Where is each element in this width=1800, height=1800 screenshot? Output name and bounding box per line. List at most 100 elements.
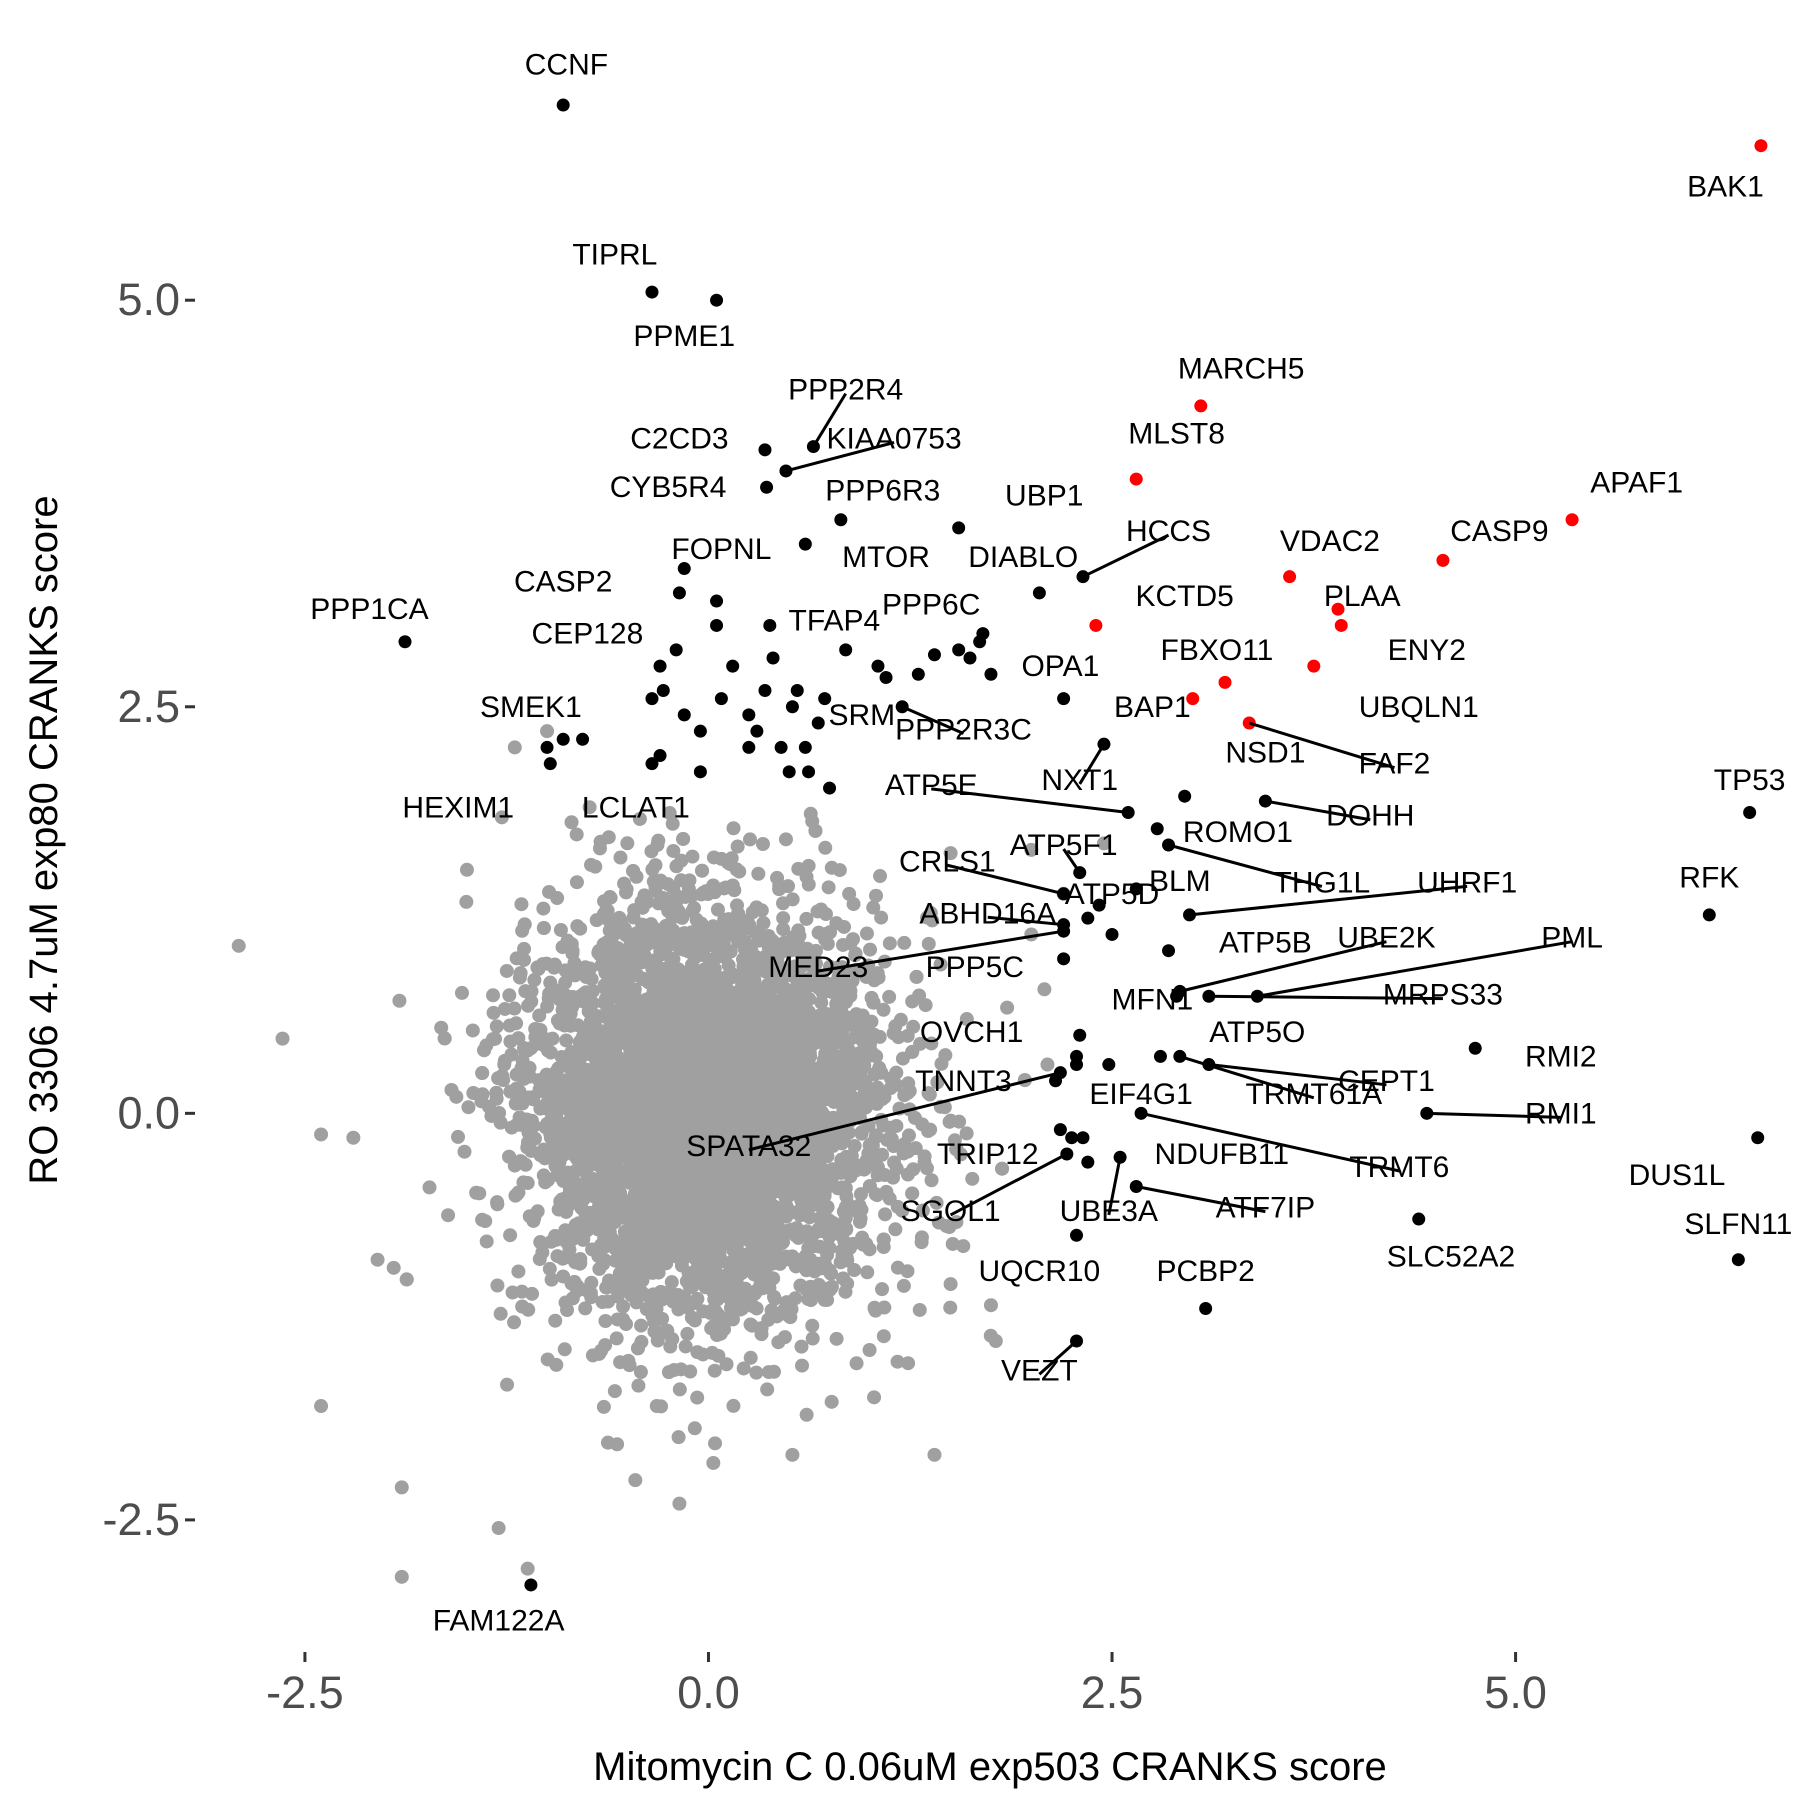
background-point [770,1085,785,1100]
background-point [543,975,558,990]
background-point [890,1354,905,1369]
background-point [486,1005,501,1020]
background-point [695,1228,710,1243]
background-point [662,1208,677,1223]
background-point [636,1086,651,1101]
background-point [728,1240,743,1255]
background-point [570,1018,585,1033]
background-point [712,921,727,936]
background-point [656,891,671,906]
background-point [612,1093,627,1108]
background-point [573,1256,588,1271]
background-point [660,1187,675,1202]
background-point [893,1012,908,1027]
background-point [811,925,826,940]
background-point [760,1207,775,1222]
background-point [537,1038,552,1053]
background-point [560,1302,575,1317]
background-point [792,1137,807,1152]
background-point [864,1136,879,1151]
background-point [639,929,654,944]
background-point [801,1136,816,1151]
background-point [568,1134,583,1149]
background-point [688,988,703,1003]
background-point [726,921,741,936]
background-point [875,1147,890,1162]
background-point [604,1236,619,1251]
background-point [789,1026,804,1041]
background-point [799,911,814,926]
background-point [707,1363,722,1378]
background-point [689,1145,704,1160]
background-point [599,1177,614,1192]
background-point [739,954,754,969]
background-point [836,1132,851,1147]
background-point [667,992,682,1007]
background-point [674,853,689,868]
background-point [814,1224,829,1239]
background-point [566,1195,581,1210]
background-point [708,1436,723,1451]
background-point [738,1254,753,1269]
background-point [695,863,710,878]
background-point [625,1094,640,1109]
background-point [800,1022,815,1037]
background-point [437,1031,452,1046]
background-point [794,1224,809,1239]
background-point [772,878,787,893]
background-point [661,903,676,918]
background-point [836,1217,851,1232]
background-point [747,924,762,939]
background-point [746,1207,761,1222]
background-point [517,941,532,956]
background-point [777,1330,792,1345]
background-point [685,1021,700,1036]
background-point [834,1153,849,1168]
background-point [639,1149,654,1164]
background-point [542,986,557,1001]
background-point [650,1333,665,1348]
background-point [627,1187,642,1202]
background-point [628,1473,643,1488]
background-point [760,1002,775,1017]
background-point [632,1122,647,1137]
background-point [874,910,889,925]
background-point [871,970,886,985]
background-point [671,1430,686,1445]
background-point [855,1008,870,1023]
background-point [811,1256,826,1271]
background-point [859,926,874,941]
background-point [680,1326,695,1341]
background-point [676,831,691,846]
background-point [685,904,700,919]
background-point [647,1220,662,1235]
background-point [533,1235,548,1250]
background-point [500,1377,515,1392]
background-point [489,1019,504,1034]
background-point [857,965,872,980]
background-point [803,1097,818,1112]
background-point [711,1348,726,1363]
background-point [548,1313,563,1328]
background-point [653,944,668,959]
background-point [755,1130,770,1145]
background-point [640,894,655,909]
background-point [509,951,524,966]
background-point [796,974,811,989]
background-point [564,815,579,830]
background-point [745,1299,760,1314]
background-point [441,1208,456,1223]
background-point [665,1247,680,1262]
background-point [665,816,680,831]
background-point [722,1284,737,1299]
background-point [702,931,717,946]
background-point [838,1284,853,1299]
background-point [867,1067,882,1082]
background-point [902,1084,917,1099]
background-point [730,1026,745,1041]
background-point [681,1123,696,1138]
background-point [613,925,628,940]
background-point [541,1097,556,1112]
background-point [887,1155,902,1170]
background-point [698,1266,713,1281]
